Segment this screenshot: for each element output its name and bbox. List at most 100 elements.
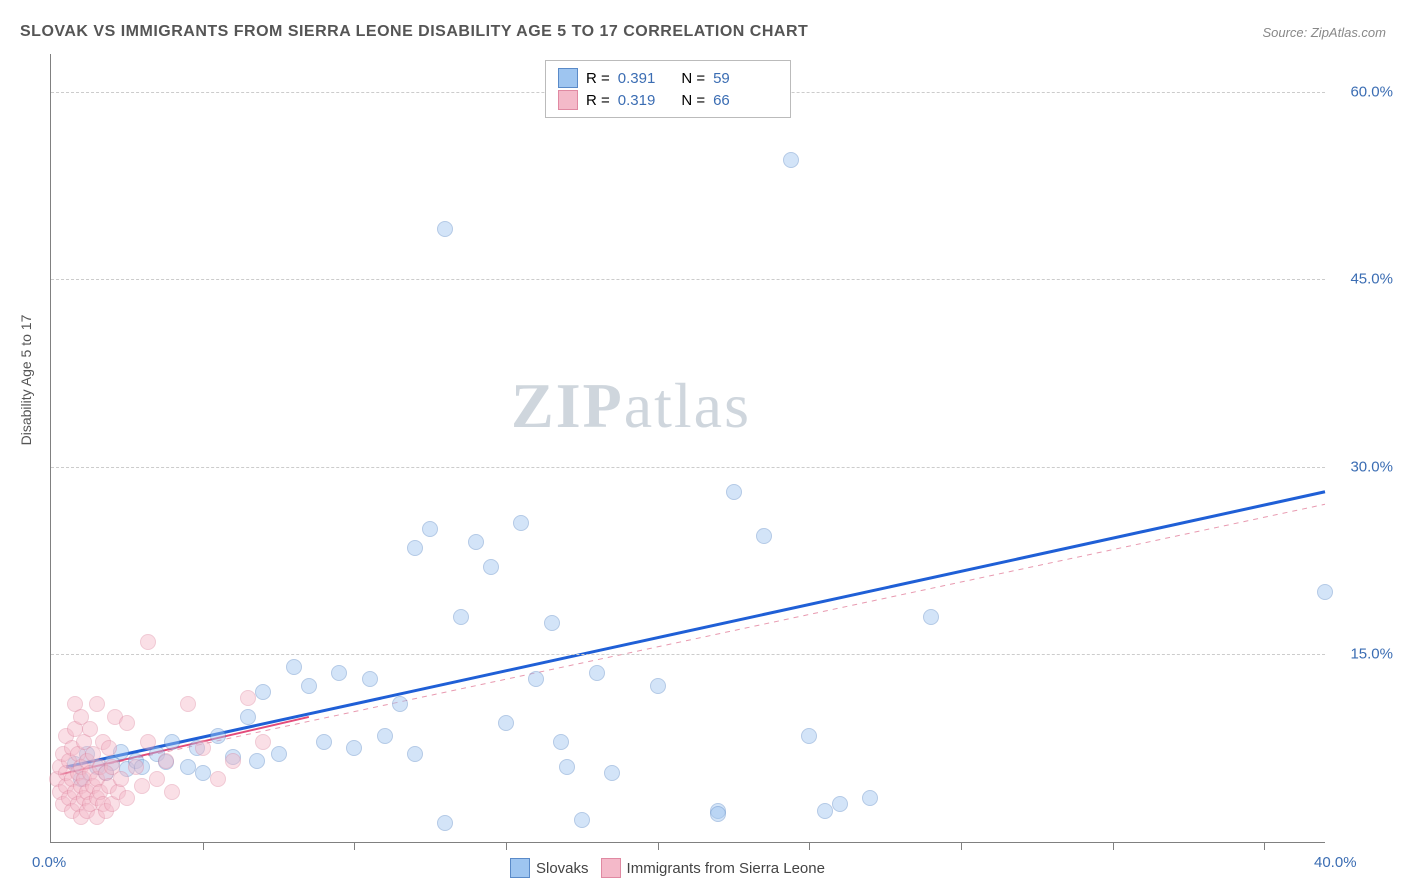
data-point bbox=[195, 765, 211, 781]
data-point bbox=[513, 515, 529, 531]
y-tick-label: 60.0% bbox=[1350, 83, 1393, 100]
data-point bbox=[407, 540, 423, 556]
data-point bbox=[377, 728, 393, 744]
chart-title: SLOVAK VS IMMIGRANTS FROM SIERRA LEONE D… bbox=[20, 23, 808, 41]
data-point bbox=[89, 696, 105, 712]
data-point bbox=[164, 784, 180, 800]
y-tick-label: 15.0% bbox=[1350, 646, 1393, 663]
data-point bbox=[301, 678, 317, 694]
data-point bbox=[255, 684, 271, 700]
data-point bbox=[180, 759, 196, 775]
x-tick bbox=[203, 842, 204, 850]
data-point bbox=[453, 609, 469, 625]
x-tick bbox=[506, 842, 507, 850]
data-point bbox=[437, 815, 453, 831]
source-link[interactable]: ZipAtlas.com bbox=[1311, 25, 1386, 40]
data-point bbox=[559, 759, 575, 775]
trend-lines bbox=[51, 54, 1325, 842]
legend-swatch bbox=[601, 858, 621, 878]
x-origin-label: 0.0% bbox=[32, 854, 66, 871]
data-point bbox=[316, 734, 332, 750]
data-point bbox=[553, 734, 569, 750]
source-attribution: Source: ZipAtlas.com bbox=[1262, 25, 1386, 40]
legend-r-label: R = bbox=[586, 92, 610, 109]
gridline bbox=[51, 467, 1325, 468]
data-point bbox=[119, 715, 135, 731]
x-end-label: 40.0% bbox=[1314, 854, 1357, 871]
data-point bbox=[756, 528, 772, 544]
data-point bbox=[346, 740, 362, 756]
data-point bbox=[710, 806, 726, 822]
data-point bbox=[801, 728, 817, 744]
legend-swatch bbox=[558, 90, 578, 110]
x-tick bbox=[1264, 842, 1265, 850]
data-point bbox=[589, 665, 605, 681]
data-point bbox=[134, 778, 150, 794]
data-point bbox=[180, 696, 196, 712]
legend-swatch bbox=[558, 68, 578, 88]
data-point bbox=[783, 152, 799, 168]
watermark-atlas: atlas bbox=[624, 370, 751, 441]
data-point bbox=[128, 759, 144, 775]
data-point bbox=[422, 521, 438, 537]
data-point bbox=[286, 659, 302, 675]
legend-series-name: Slovaks bbox=[536, 860, 589, 877]
data-point bbox=[195, 740, 211, 756]
data-point bbox=[82, 721, 98, 737]
data-point bbox=[255, 734, 271, 750]
data-point bbox=[483, 559, 499, 575]
y-axis-label: Disability Age 5 to 17 bbox=[18, 280, 34, 480]
legend-r-value: 0.319 bbox=[618, 92, 656, 109]
data-point bbox=[468, 534, 484, 550]
data-point bbox=[240, 690, 256, 706]
data-point bbox=[574, 812, 590, 828]
data-point bbox=[210, 728, 226, 744]
legend-swatch bbox=[510, 858, 530, 878]
legend-item: Immigrants from Sierra Leone bbox=[601, 858, 825, 878]
data-point bbox=[164, 734, 180, 750]
data-point bbox=[862, 790, 878, 806]
data-point bbox=[832, 796, 848, 812]
data-point bbox=[210, 771, 226, 787]
data-point bbox=[119, 790, 135, 806]
legend-n-label: N = bbox=[681, 70, 705, 87]
legend-series-name: Immigrants from Sierra Leone bbox=[627, 860, 825, 877]
data-point bbox=[650, 678, 666, 694]
legend-n-value: 66 bbox=[713, 92, 730, 109]
legend-r-label: R = bbox=[586, 70, 610, 87]
legend-item: Slovaks bbox=[510, 858, 589, 878]
x-tick bbox=[354, 842, 355, 850]
y-tick-label: 45.0% bbox=[1350, 271, 1393, 288]
data-point bbox=[149, 771, 165, 787]
data-point bbox=[101, 740, 117, 756]
legend-n-label: N = bbox=[681, 92, 705, 109]
data-point bbox=[113, 771, 129, 787]
data-point bbox=[249, 753, 265, 769]
data-point bbox=[498, 715, 514, 731]
data-point bbox=[437, 221, 453, 237]
watermark: ZIPatlas bbox=[511, 369, 751, 443]
source-prefix: Source: bbox=[1262, 25, 1310, 40]
data-point bbox=[726, 484, 742, 500]
data-point bbox=[225, 753, 241, 769]
legend-row: R = 0.319 N = 66 bbox=[558, 89, 778, 111]
data-point bbox=[240, 709, 256, 725]
x-tick bbox=[961, 842, 962, 850]
data-point bbox=[544, 615, 560, 631]
data-point bbox=[1317, 584, 1333, 600]
data-point bbox=[158, 753, 174, 769]
x-tick bbox=[809, 842, 810, 850]
data-point bbox=[140, 734, 156, 750]
data-point bbox=[407, 746, 423, 762]
x-tick bbox=[658, 842, 659, 850]
legend-n-value: 59 bbox=[713, 70, 730, 87]
data-point bbox=[817, 803, 833, 819]
data-point bbox=[362, 671, 378, 687]
data-point bbox=[604, 765, 620, 781]
header: SLOVAK VS IMMIGRANTS FROM SIERRA LEONE D… bbox=[0, 0, 1406, 54]
legend-row: R = 0.391 N = 59 bbox=[558, 67, 778, 89]
data-point bbox=[271, 746, 287, 762]
scatter-plot: ZIPatlas 15.0%30.0%45.0%60.0% bbox=[50, 54, 1325, 843]
gridline bbox=[51, 654, 1325, 655]
legend-r-value: 0.391 bbox=[618, 70, 656, 87]
